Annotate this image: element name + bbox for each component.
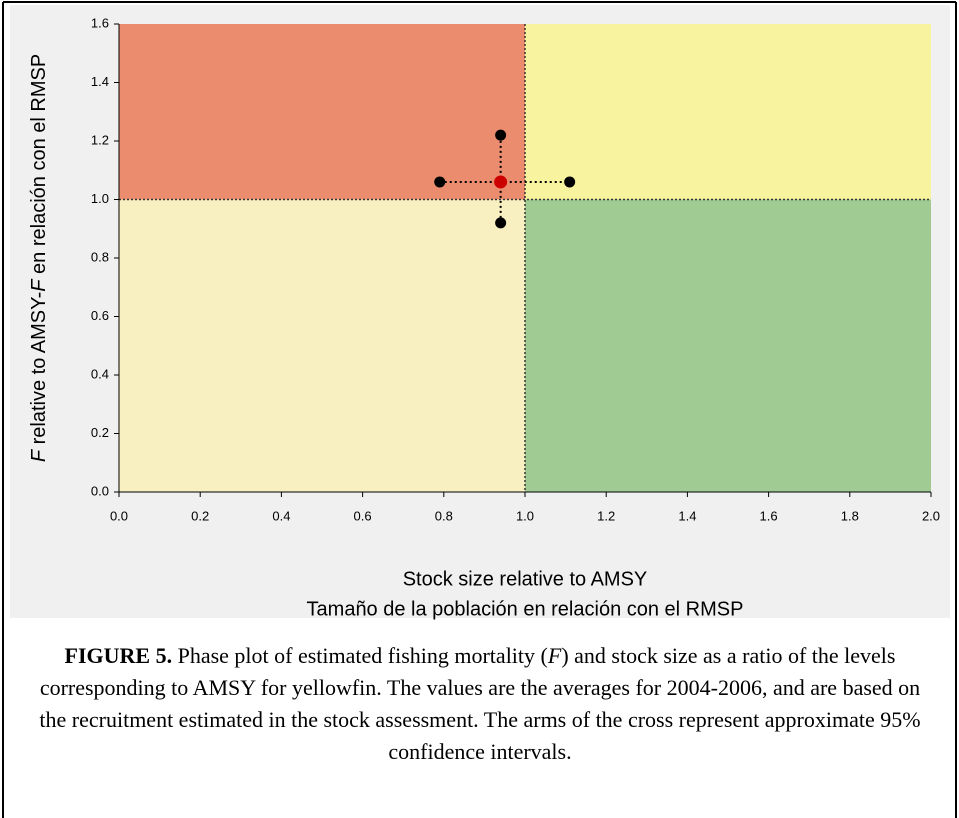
x-tick-label: 2.0 bbox=[922, 508, 940, 523]
caption-text: F bbox=[547, 643, 562, 668]
caption: FIGURE 5. Phase plot of estimated fishin… bbox=[30, 640, 930, 768]
x-tick-label: 0.2 bbox=[191, 508, 209, 523]
x-tick-label: 0.4 bbox=[272, 508, 290, 523]
caption-label: FIGURE 5. bbox=[64, 643, 173, 668]
y-tick-label: 1.2 bbox=[91, 132, 109, 147]
x-tick-label: 1.4 bbox=[678, 508, 696, 523]
x-tick-label: 1.2 bbox=[597, 508, 615, 523]
y-axis-label-part: en relación con el RMSP bbox=[28, 54, 50, 280]
y-tick-label: 1.0 bbox=[91, 191, 109, 206]
y-tick-label: 0.6 bbox=[91, 308, 109, 323]
quadrant-lower-right bbox=[525, 199, 931, 492]
x-tick-label: 0.8 bbox=[435, 508, 453, 523]
y-axis-label-part: F bbox=[28, 448, 50, 462]
x-tick-label: 1.6 bbox=[760, 508, 778, 523]
y-axis-label-part: F bbox=[28, 278, 50, 292]
y-tick-label: 0.0 bbox=[91, 483, 109, 498]
y-tick-label: 1.4 bbox=[91, 74, 109, 89]
y-tick-label: 0.8 bbox=[91, 249, 109, 264]
quadrant-lower-left bbox=[119, 199, 525, 492]
quadrant-upper-right bbox=[525, 24, 931, 200]
y-tick-label: 0.4 bbox=[91, 366, 109, 381]
regions: 0.0 0.2 0.4 0.6 0.8 1.0 1.2 1.4 1.6 1.8 2.0 0.0 0.2 0… bbox=[91, 15, 940, 523]
x-axis-label: Tamaño de la población en relación con e… bbox=[307, 598, 744, 620]
x-tick-label: 0.6 bbox=[354, 508, 372, 523]
point bbox=[494, 175, 508, 189]
caption-text: ) and stock size as a ratio of the level… bbox=[39, 643, 921, 764]
x-tick-label: 0.0 bbox=[110, 508, 128, 523]
y-axis-label-part: relative to AMSY- bbox=[28, 292, 50, 450]
y-tick-label: 0.2 bbox=[91, 425, 109, 440]
caption-text: Phase plot of estimated fishing mortalit… bbox=[172, 643, 548, 668]
y-tick-label: 1.6 bbox=[91, 15, 109, 30]
x-axis-label: Stock size relative to AMSY bbox=[403, 568, 648, 590]
quadrant-upper-left bbox=[119, 24, 525, 200]
marks bbox=[434, 129, 576, 229]
interval-end bbox=[434, 176, 446, 188]
interval-end bbox=[495, 217, 507, 229]
x-tick-label: 1.0 bbox=[516, 508, 534, 523]
interval-end bbox=[564, 176, 576, 188]
interval-end bbox=[495, 129, 507, 141]
y-axis-label: F relative to AMSY-F en relación con el … bbox=[28, 54, 50, 462]
x-tick-label: 1.8 bbox=[841, 508, 859, 523]
